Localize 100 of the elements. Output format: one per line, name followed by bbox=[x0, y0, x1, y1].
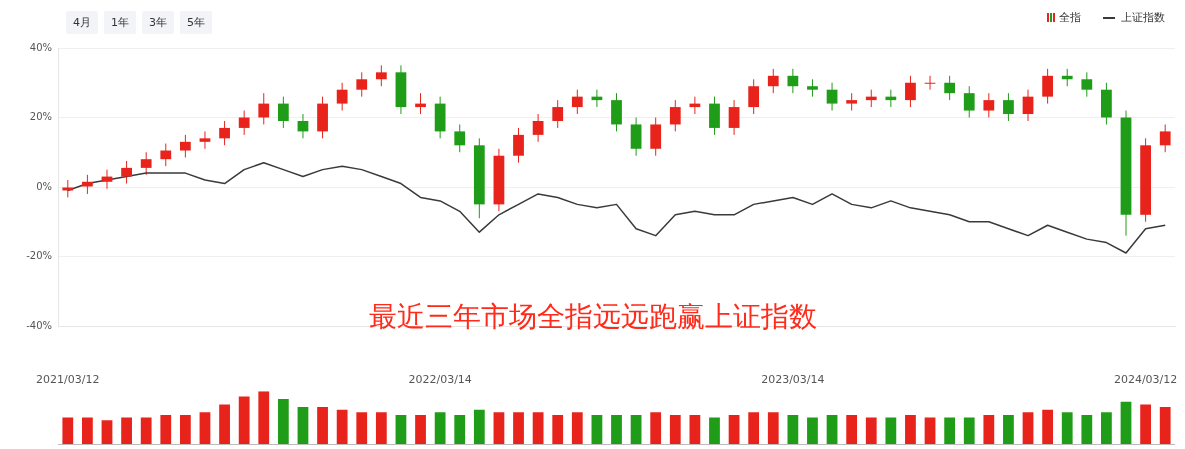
bar bbox=[415, 414, 426, 444]
bar bbox=[317, 407, 328, 444]
candlestick bbox=[1042, 68, 1054, 105]
bar bbox=[630, 414, 642, 444]
text: 5年 bbox=[180, 11, 212, 34]
bar bbox=[513, 412, 524, 444]
candlestick bbox=[179, 134, 191, 158]
bar bbox=[179, 414, 191, 444]
candlestick bbox=[356, 71, 368, 98]
bar bbox=[767, 412, 779, 444]
candlestick bbox=[826, 82, 838, 112]
candlestick bbox=[219, 120, 230, 146]
candlestick bbox=[375, 64, 387, 87]
candlestick bbox=[238, 110, 250, 136]
bar bbox=[277, 399, 289, 444]
legend-label: 全指 bbox=[1059, 10, 1081, 25]
bar bbox=[552, 414, 564, 444]
y-tick-label: 20% bbox=[29, 111, 52, 123]
bar bbox=[787, 414, 799, 444]
candlestick bbox=[944, 75, 956, 101]
bar bbox=[121, 417, 132, 444]
x-tick-label: 2024/03/12 bbox=[1113, 373, 1178, 387]
bar bbox=[395, 414, 407, 444]
bar bbox=[62, 417, 74, 444]
candlestick bbox=[121, 160, 132, 185]
candlestick bbox=[552, 99, 564, 129]
candlestick bbox=[905, 75, 916, 108]
bar bbox=[1081, 414, 1093, 444]
candlestick bbox=[983, 92, 995, 118]
bar bbox=[1003, 414, 1014, 444]
bar bbox=[434, 412, 446, 444]
bar bbox=[983, 414, 995, 444]
bar bbox=[82, 417, 93, 444]
bar bbox=[219, 404, 230, 444]
x-tick-label: 2021/03/12 bbox=[36, 373, 100, 387]
bar bbox=[238, 396, 250, 444]
candlestick bbox=[728, 99, 740, 136]
bar bbox=[1140, 404, 1151, 444]
bar bbox=[101, 420, 113, 444]
bar bbox=[1022, 412, 1034, 444]
candlestick bbox=[336, 82, 348, 112]
bar bbox=[963, 417, 975, 444]
bar bbox=[807, 417, 818, 444]
candlestick bbox=[1003, 92, 1014, 122]
legend-label: 上证指数 bbox=[1121, 10, 1165, 25]
bar bbox=[1120, 401, 1132, 444]
bar bbox=[356, 412, 368, 444]
bar bbox=[865, 417, 877, 444]
bar bbox=[944, 417, 956, 444]
y-tick-label: -20% bbox=[26, 250, 52, 262]
x-tick-label: 2022/03/14 bbox=[408, 373, 472, 387]
candlestick bbox=[767, 68, 779, 94]
bar bbox=[748, 412, 760, 444]
bar bbox=[532, 412, 544, 444]
bar bbox=[1042, 409, 1054, 444]
candlestick bbox=[748, 78, 760, 115]
x-tick-label: 2023/03/14 bbox=[761, 373, 825, 387]
bar bbox=[493, 412, 505, 444]
y-tick-label: 40% bbox=[29, 41, 52, 53]
bar bbox=[454, 414, 466, 444]
candlestick bbox=[454, 123, 466, 153]
candlestick bbox=[277, 96, 289, 129]
bar bbox=[885, 417, 897, 444]
bar bbox=[1159, 407, 1171, 444]
y-tick-label: -40% bbox=[26, 319, 52, 331]
bar bbox=[689, 414, 701, 444]
text: 1年 bbox=[104, 11, 136, 34]
bar bbox=[591, 414, 603, 444]
y-tick-label: 0% bbox=[36, 180, 52, 192]
candlestick bbox=[1022, 89, 1034, 122]
candlestick bbox=[571, 89, 583, 115]
annotation: 最近三年市场全指远远跑赢上证指数 bbox=[368, 300, 817, 333]
bar bbox=[924, 417, 936, 444]
bar bbox=[826, 414, 838, 444]
candlestick bbox=[1081, 71, 1093, 98]
bar bbox=[669, 414, 681, 444]
candlestick bbox=[532, 113, 544, 143]
candlestick bbox=[199, 130, 211, 150]
candlestick bbox=[82, 174, 93, 195]
candlestick bbox=[160, 143, 172, 167]
candlestick bbox=[924, 75, 936, 91]
bar bbox=[905, 414, 916, 444]
text: 3年 bbox=[142, 11, 174, 34]
candlestick bbox=[513, 127, 524, 164]
bar bbox=[846, 414, 858, 444]
candlestick bbox=[1159, 123, 1171, 153]
bar bbox=[709, 417, 720, 444]
candlestick bbox=[669, 99, 681, 132]
bar bbox=[611, 414, 622, 444]
bar bbox=[375, 412, 387, 444]
bar bbox=[650, 412, 662, 444]
text: 4月 bbox=[66, 11, 98, 34]
bar bbox=[728, 414, 740, 444]
bar bbox=[1101, 412, 1112, 444]
bar bbox=[571, 412, 583, 444]
bar bbox=[140, 417, 152, 444]
candlestick bbox=[140, 151, 152, 176]
bar bbox=[336, 409, 348, 444]
candlestick bbox=[787, 68, 799, 94]
candlestick bbox=[963, 85, 975, 118]
